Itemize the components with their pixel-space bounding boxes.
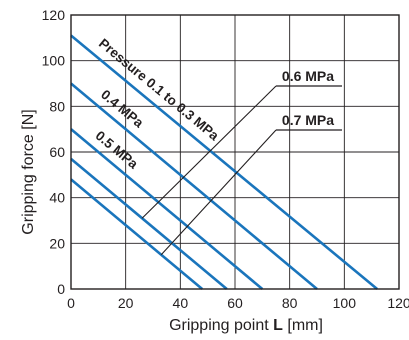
x-axis-label-variable: L bbox=[273, 317, 283, 334]
x-tick-label-120: 120 bbox=[387, 295, 409, 311]
y-tick-label-0: 0 bbox=[57, 281, 65, 297]
y-tick-label-120: 120 bbox=[42, 7, 66, 23]
series-line-5 bbox=[70, 178, 204, 290]
x-axis-label: Gripping point L [mm] bbox=[169, 317, 323, 334]
frame-layer bbox=[70, 14, 400, 290]
callout-label-5: 0.7 MPa bbox=[282, 112, 334, 128]
y-tick-label-60: 60 bbox=[49, 144, 65, 160]
x-axis-label-unit: [mm] bbox=[283, 317, 323, 334]
callout-leader-4 bbox=[141, 85, 277, 219]
series-line-4 bbox=[70, 157, 228, 290]
y-tick-label-100: 100 bbox=[42, 53, 66, 69]
x-axis-label-prefix: Gripping point bbox=[169, 317, 273, 334]
x-tick-label-0: 0 bbox=[67, 295, 75, 311]
y-tick-label-20: 20 bbox=[49, 235, 65, 251]
y-tick-label-80: 80 bbox=[49, 98, 65, 114]
x-tick-label-80: 80 bbox=[282, 295, 298, 311]
callout-label-4: 0.6 MPa bbox=[282, 68, 334, 84]
inline-label-1: Pressure 0.1 to 0.3 MPa bbox=[96, 36, 222, 144]
x-tick-label-60: 60 bbox=[227, 295, 243, 311]
plot-frame bbox=[70, 14, 400, 290]
series-layer bbox=[70, 34, 378, 291]
grid-layer bbox=[71, 15, 399, 289]
series-line-1 bbox=[70, 34, 378, 291]
x-tick-label-40: 40 bbox=[173, 295, 189, 311]
callout-leader-5 bbox=[160, 129, 277, 256]
series-line-3 bbox=[70, 128, 264, 290]
y-axis-label: Gripping force [N] bbox=[20, 109, 37, 234]
x-tick-label-20: 20 bbox=[118, 295, 134, 311]
tick-layer: 0 20 40 60 80 100 120 0 20 40 60 80 100 120 bbox=[42, 7, 409, 311]
series-line-2 bbox=[70, 82, 318, 290]
y-tick-label-40: 40 bbox=[49, 190, 65, 206]
x-tick-label-100: 100 bbox=[333, 295, 357, 311]
